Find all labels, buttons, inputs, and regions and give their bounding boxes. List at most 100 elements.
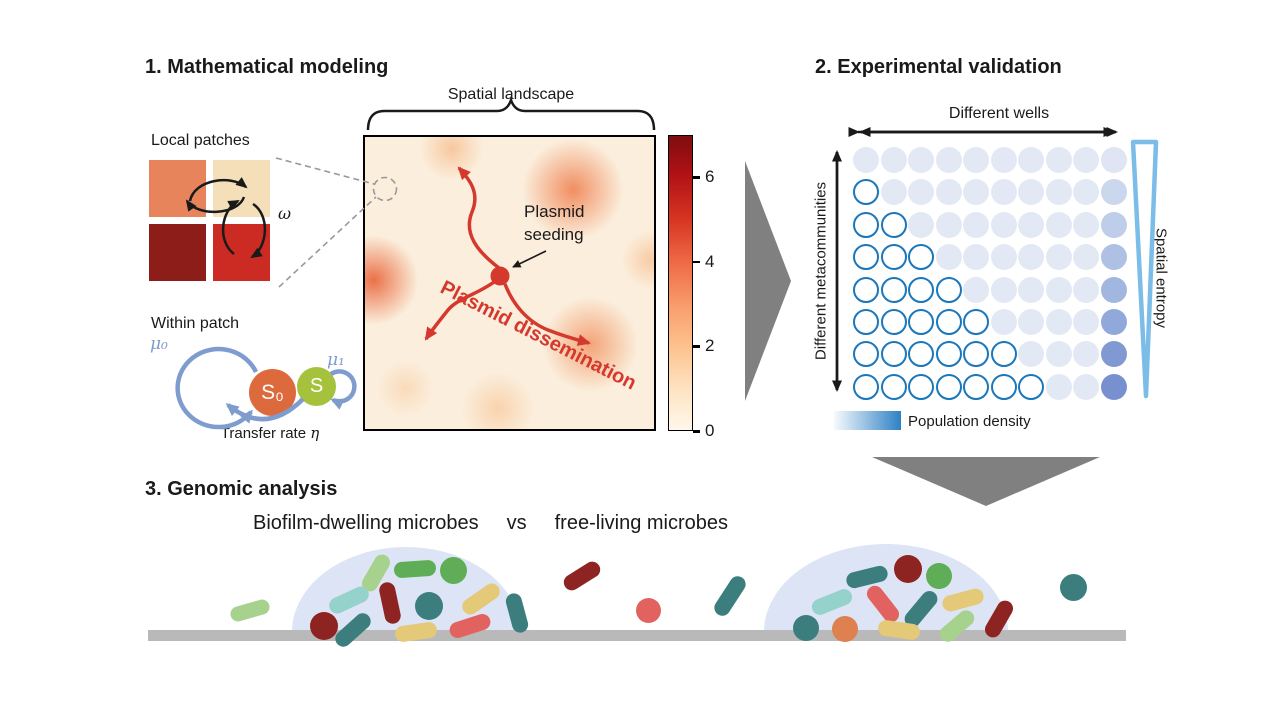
well-filled — [1045, 276, 1072, 303]
well-filled — [1100, 276, 1127, 303]
well-filled — [1018, 341, 1044, 368]
well-open — [908, 341, 934, 368]
colorbar-tick-label: 0 — [705, 421, 715, 440]
axis-arrows — [832, 127, 1118, 392]
mu1-label: μ₁ — [327, 350, 345, 370]
plasmid-seeding-line1: Plasmid — [524, 202, 585, 221]
mu0-label: μ₀ — [150, 334, 168, 354]
well-open — [935, 309, 962, 335]
well-filled — [1018, 211, 1044, 238]
colorbar-tick-label: 4 — [705, 251, 715, 271]
well-filled — [1045, 179, 1072, 206]
well-filled — [963, 211, 989, 238]
colorbar-tick-label: 6 — [705, 167, 715, 187]
well-filled — [963, 276, 989, 303]
microbe-coccus — [310, 612, 338, 640]
within-patch-label: Within patch — [151, 315, 240, 332]
well-filled — [880, 147, 907, 173]
different-wells-label: Different wells — [948, 105, 1050, 122]
well-open — [853, 276, 879, 303]
well-filled — [1073, 276, 1099, 303]
population-density-label: Population density — [908, 413, 1031, 430]
colorbar-tick — [693, 260, 700, 264]
well-open — [990, 373, 1017, 400]
well-filled — [853, 147, 879, 173]
well-open — [935, 373, 962, 400]
plasmid-seeding-label: Plasmid seeding — [524, 200, 584, 246]
well-open — [853, 211, 879, 238]
well-filled — [1073, 373, 1099, 400]
panel1-title: 1. Mathematical modeling — [145, 56, 389, 78]
well-open — [853, 373, 879, 400]
well-filled — [1045, 244, 1072, 271]
well-filled — [1018, 244, 1044, 271]
well-open — [990, 341, 1017, 368]
colorbar — [668, 135, 693, 431]
microbe-coccus — [926, 563, 952, 589]
well-filled — [990, 211, 1017, 238]
well-open — [935, 341, 962, 368]
well-filled — [1018, 309, 1044, 335]
well-filled — [1073, 211, 1099, 238]
eta-symbol: η — [310, 424, 320, 442]
spatial-landscape-heatmap — [363, 135, 656, 431]
well-filled — [1073, 147, 1099, 173]
microbe-coccus — [793, 615, 819, 641]
population-density-gradient — [834, 411, 901, 430]
local-patches-label: Local patches — [151, 132, 250, 149]
s0-text: S₀ — [261, 380, 284, 404]
well-open — [853, 341, 879, 368]
well-filled — [1018, 179, 1044, 206]
well-filled — [1100, 341, 1127, 368]
microbe-coccus — [894, 555, 922, 583]
well-filled — [990, 147, 1017, 173]
well-filled — [1073, 309, 1099, 335]
patch-cycle-arrows — [185, 177, 267, 259]
well-filled — [1100, 373, 1127, 400]
panel3-title: 3. Genomic analysis — [145, 478, 338, 500]
well-open — [908, 276, 934, 303]
transfer-rate-label: Transfer rate η — [195, 424, 345, 442]
surface-line — [148, 630, 1126, 641]
well-filled — [1073, 341, 1099, 368]
colorbar-tick — [693, 176, 700, 179]
well-filled — [1045, 309, 1072, 335]
well-open — [880, 211, 907, 238]
well-filled — [1100, 179, 1127, 206]
well-open — [908, 373, 934, 400]
well-filled — [935, 211, 962, 238]
well-open — [880, 341, 907, 368]
well-open — [853, 309, 879, 335]
vs-label: vs — [506, 512, 527, 534]
well-open — [963, 373, 989, 400]
local-patch-square — [149, 224, 206, 281]
well-filled — [963, 244, 989, 271]
well-open — [880, 244, 907, 271]
well-filled — [990, 179, 1017, 206]
well-filled — [908, 179, 934, 206]
well-filled — [990, 244, 1017, 271]
well-open — [1018, 373, 1044, 400]
free-living-label: free-living microbes — [554, 512, 729, 534]
microbe-coccus — [439, 556, 467, 584]
well-filled — [935, 179, 962, 206]
panel2-title: 2. Experimental validation — [815, 56, 1062, 78]
well-filled — [1100, 147, 1127, 173]
within-patch-arrows — [175, 346, 357, 430]
well-filled — [1100, 309, 1127, 335]
well-open — [853, 179, 879, 206]
well-open — [963, 309, 989, 335]
plasmid-seeding-line2: seeding — [524, 225, 584, 244]
colorbar-tick-label: 2 — [705, 336, 715, 356]
well-filled — [880, 179, 907, 206]
flow-arrow-down — [872, 457, 1100, 506]
well-open — [935, 276, 962, 303]
plasmid-dissemination-arrows — [424, 166, 591, 346]
well-filled — [963, 179, 989, 206]
well-filled — [963, 147, 989, 173]
well-filled — [1073, 244, 1099, 271]
well-filled — [1100, 244, 1127, 271]
well-filled — [1045, 341, 1072, 368]
